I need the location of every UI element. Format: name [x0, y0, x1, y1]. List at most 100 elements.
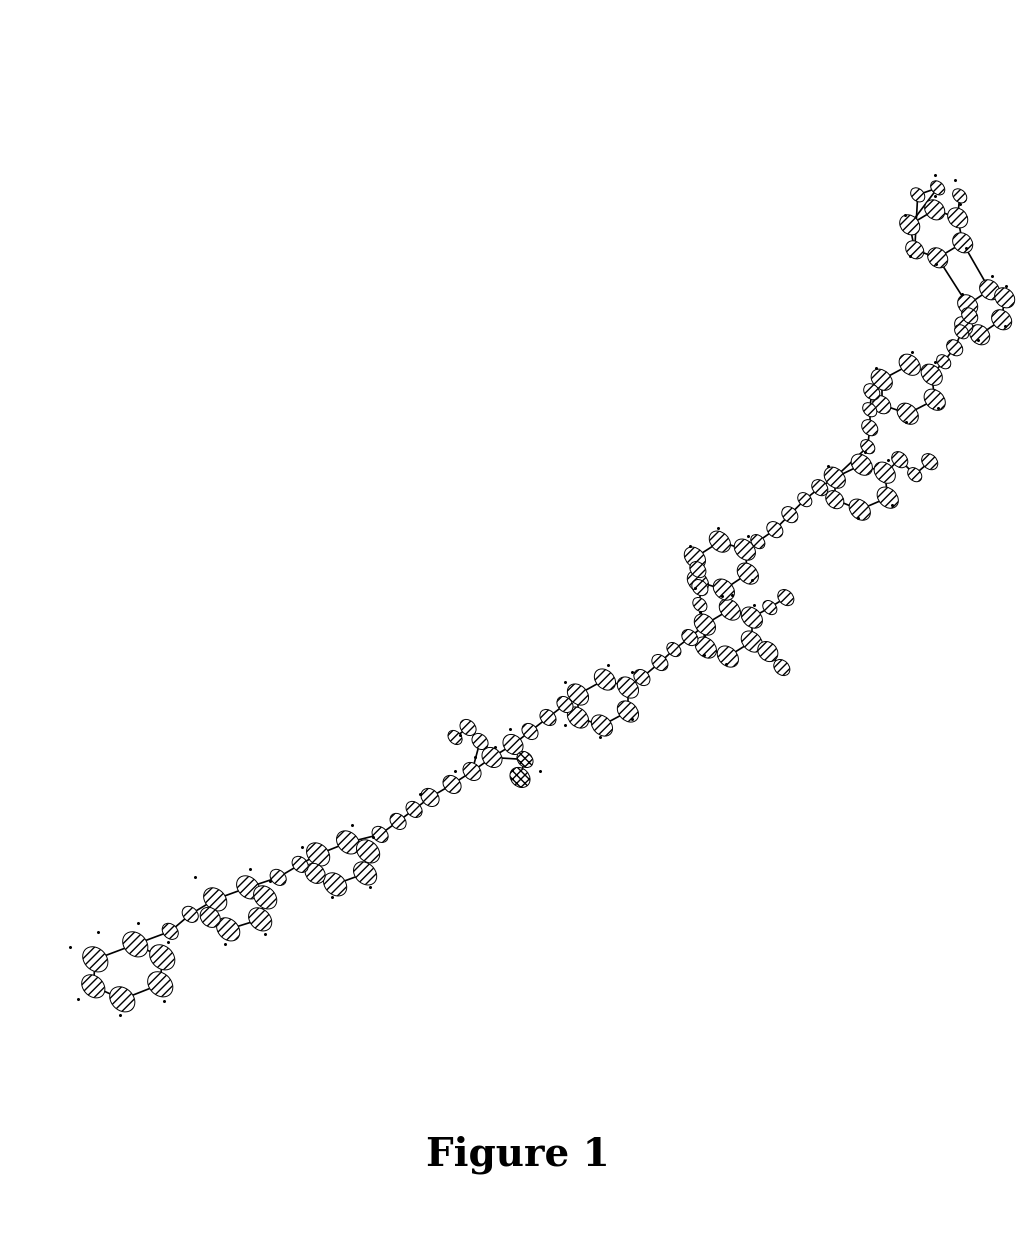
Ellipse shape — [863, 403, 876, 417]
Ellipse shape — [687, 571, 709, 592]
Ellipse shape — [270, 869, 286, 885]
Ellipse shape — [667, 642, 681, 656]
Ellipse shape — [540, 710, 556, 726]
Ellipse shape — [826, 491, 844, 508]
Ellipse shape — [482, 747, 502, 767]
Ellipse shape — [713, 578, 735, 600]
Ellipse shape — [767, 522, 783, 537]
Ellipse shape — [798, 492, 812, 507]
Ellipse shape — [948, 208, 968, 228]
Ellipse shape — [735, 540, 755, 560]
Ellipse shape — [897, 403, 918, 424]
Ellipse shape — [122, 931, 148, 957]
Ellipse shape — [825, 467, 845, 488]
Ellipse shape — [899, 215, 920, 235]
Ellipse shape — [922, 453, 938, 470]
Ellipse shape — [200, 908, 221, 928]
Ellipse shape — [953, 189, 967, 203]
Text: Figure 1: Figure 1 — [426, 1136, 610, 1173]
Ellipse shape — [693, 597, 707, 612]
Ellipse shape — [522, 724, 538, 740]
Ellipse shape — [557, 696, 573, 712]
Ellipse shape — [937, 354, 951, 369]
Ellipse shape — [719, 598, 741, 620]
Ellipse shape — [741, 631, 762, 652]
Ellipse shape — [617, 677, 638, 699]
Ellipse shape — [510, 767, 530, 788]
Ellipse shape — [954, 317, 973, 334]
Ellipse shape — [957, 294, 978, 314]
Ellipse shape — [953, 233, 973, 253]
Ellipse shape — [852, 454, 872, 476]
Ellipse shape — [305, 864, 325, 884]
Ellipse shape — [778, 590, 794, 606]
Ellipse shape — [592, 715, 612, 736]
Ellipse shape — [947, 339, 962, 356]
Ellipse shape — [850, 500, 870, 521]
Ellipse shape — [861, 439, 874, 453]
Ellipse shape — [83, 947, 108, 972]
Ellipse shape — [991, 309, 1012, 329]
Ellipse shape — [812, 480, 828, 496]
Ellipse shape — [908, 467, 922, 482]
Ellipse shape — [751, 535, 765, 548]
Ellipse shape — [353, 861, 377, 885]
Ellipse shape — [682, 630, 698, 646]
Ellipse shape — [954, 324, 969, 339]
Ellipse shape — [899, 354, 920, 376]
Ellipse shape — [390, 814, 406, 830]
Ellipse shape — [690, 562, 706, 577]
Ellipse shape — [757, 641, 778, 661]
Ellipse shape — [568, 707, 588, 729]
Ellipse shape — [877, 487, 898, 508]
Ellipse shape — [905, 240, 924, 259]
Ellipse shape — [874, 462, 895, 483]
Ellipse shape — [448, 730, 462, 745]
Ellipse shape — [217, 918, 239, 942]
Ellipse shape — [927, 248, 948, 268]
Ellipse shape — [738, 563, 758, 585]
Ellipse shape — [911, 188, 925, 202]
Ellipse shape — [595, 669, 615, 690]
Ellipse shape — [148, 972, 173, 997]
Ellipse shape — [864, 383, 880, 399]
Ellipse shape — [970, 324, 989, 344]
Ellipse shape — [924, 389, 945, 411]
Ellipse shape — [460, 720, 477, 735]
Ellipse shape — [421, 789, 439, 806]
Ellipse shape — [443, 775, 461, 794]
Ellipse shape — [356, 840, 379, 863]
Ellipse shape — [892, 452, 908, 468]
Ellipse shape — [692, 580, 708, 596]
Ellipse shape — [710, 531, 730, 552]
Ellipse shape — [921, 364, 943, 386]
Ellipse shape — [249, 908, 271, 931]
Ellipse shape — [406, 801, 422, 818]
Ellipse shape — [292, 856, 308, 873]
Ellipse shape — [372, 826, 388, 843]
Ellipse shape — [502, 735, 523, 755]
Ellipse shape — [617, 701, 638, 722]
Ellipse shape — [307, 843, 329, 866]
Ellipse shape — [995, 288, 1014, 308]
Ellipse shape — [862, 419, 877, 436]
Ellipse shape — [204, 888, 227, 911]
Ellipse shape — [717, 646, 739, 667]
Ellipse shape — [872, 396, 891, 413]
Ellipse shape — [163, 923, 178, 939]
Ellipse shape — [961, 308, 978, 324]
Ellipse shape — [149, 945, 175, 970]
Ellipse shape — [762, 601, 777, 615]
Ellipse shape — [694, 613, 716, 635]
Ellipse shape — [741, 607, 762, 629]
Ellipse shape — [236, 876, 260, 899]
Ellipse shape — [254, 885, 277, 909]
Ellipse shape — [925, 200, 945, 220]
Ellipse shape — [980, 279, 1000, 299]
Ellipse shape — [323, 873, 347, 896]
Ellipse shape — [652, 655, 668, 671]
Ellipse shape — [472, 734, 488, 750]
Ellipse shape — [782, 507, 798, 522]
Ellipse shape — [568, 684, 588, 705]
Ellipse shape — [182, 906, 198, 923]
